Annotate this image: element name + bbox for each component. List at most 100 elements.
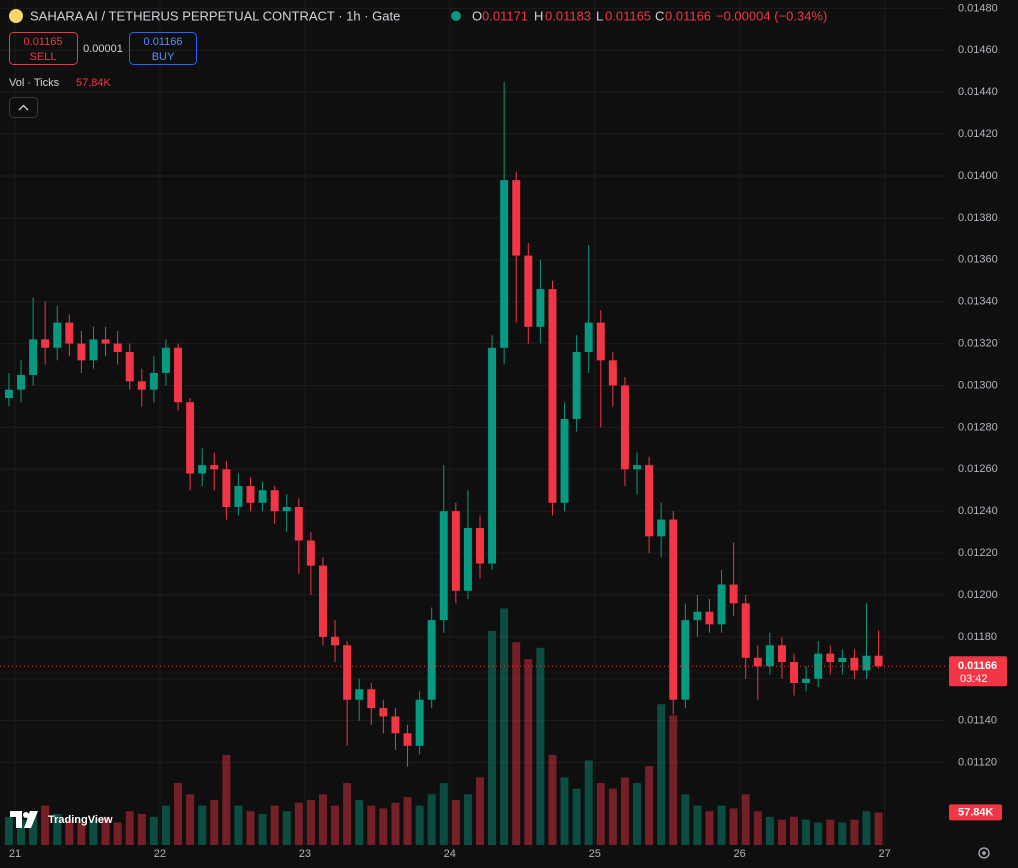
candle-body bbox=[198, 465, 207, 474]
candle-body bbox=[101, 339, 110, 344]
volume-bar bbox=[113, 822, 122, 845]
candle-body bbox=[282, 506, 291, 512]
candle-body bbox=[294, 506, 303, 541]
candle-body bbox=[560, 419, 569, 503]
y-tick-label: 0.01180 bbox=[958, 631, 997, 643]
logo bbox=[10, 811, 38, 828]
candle-body bbox=[53, 322, 62, 348]
y-tick-label: 0.01200 bbox=[958, 589, 998, 601]
candle-body bbox=[391, 716, 400, 734]
volume-bar bbox=[391, 802, 400, 845]
volume-bar bbox=[403, 797, 412, 845]
settings-icon-center bbox=[982, 851, 986, 855]
y-tick-label: 0.01120 bbox=[958, 756, 997, 768]
volume-bar bbox=[802, 819, 811, 845]
buy-label: BUY bbox=[152, 51, 175, 63]
volume-bar bbox=[439, 783, 448, 845]
volume-bar bbox=[17, 819, 26, 845]
candle-body bbox=[826, 653, 835, 663]
candle-body bbox=[17, 375, 26, 390]
volume-bar bbox=[790, 816, 799, 845]
ohlc-value: 0.01171 bbox=[482, 8, 528, 23]
x-tick-label: 24 bbox=[444, 848, 456, 860]
volume-bar bbox=[693, 805, 702, 845]
candle-body bbox=[693, 611, 702, 621]
candle-body bbox=[415, 699, 424, 746]
candle-body bbox=[149, 372, 158, 390]
y-tick-label: 0.01220 bbox=[958, 547, 998, 559]
volume-bar bbox=[29, 811, 38, 845]
sell-button[interactable] bbox=[9, 32, 78, 65]
candle-body bbox=[451, 511, 460, 591]
y-tick-label: 0.01140 bbox=[958, 715, 997, 727]
candle-body bbox=[89, 339, 98, 361]
candle-body bbox=[258, 490, 267, 503]
candle-body bbox=[427, 620, 436, 700]
candle-body bbox=[65, 322, 74, 344]
volume-bar bbox=[198, 805, 207, 845]
candle-body bbox=[681, 620, 690, 700]
candle-body bbox=[4, 389, 13, 399]
volume-bar bbox=[161, 805, 170, 845]
volume-bar bbox=[524, 659, 533, 845]
volume-title[interactable]: Vol · Ticks bbox=[9, 77, 60, 89]
candle-body bbox=[765, 645, 774, 667]
countdown: 03:42 bbox=[960, 673, 988, 685]
candle-body bbox=[608, 360, 617, 386]
x-tick-label: 26 bbox=[734, 848, 746, 860]
settings-icon[interactable] bbox=[978, 847, 990, 859]
volume-bar bbox=[814, 822, 823, 845]
volume-bar bbox=[874, 812, 883, 845]
candle-body bbox=[705, 611, 714, 625]
sell-label: SELL bbox=[30, 51, 57, 63]
candle-body bbox=[318, 565, 327, 637]
ohlc-value: 0.01165 bbox=[605, 8, 651, 23]
volume-last-label: 57.84K bbox=[958, 806, 994, 818]
collapse-icon bbox=[18, 104, 29, 111]
ohlc-letter: O bbox=[472, 8, 482, 23]
x-tick-label: 27 bbox=[878, 848, 890, 860]
overlay: SAHARA AI / TETHERUS PERPETUAL CONTRACT … bbox=[0, 2, 1007, 860]
volume-label-box bbox=[949, 804, 1002, 821]
volume-bar bbox=[282, 811, 291, 845]
y-tick-label: 0.01280 bbox=[958, 421, 998, 433]
volume-bar bbox=[451, 799, 460, 845]
volume-bar bbox=[765, 816, 774, 845]
volume-bar bbox=[753, 811, 762, 845]
volume-bar bbox=[500, 608, 509, 845]
volume-bar bbox=[415, 805, 424, 845]
volume-bar bbox=[270, 805, 279, 845]
candle-body bbox=[403, 733, 412, 746]
volume-bar bbox=[572, 788, 581, 845]
candle-body bbox=[669, 519, 678, 700]
symbol-title[interactable]: SAHARA AI / TETHERUS PERPETUAL CONTRACT … bbox=[30, 8, 400, 23]
volume-bar bbox=[584, 760, 593, 845]
candle-body bbox=[536, 289, 545, 327]
candle-body bbox=[512, 180, 521, 256]
candle-body bbox=[572, 351, 581, 419]
volume-bar bbox=[41, 805, 50, 845]
candle-body bbox=[137, 381, 146, 390]
symbol-icon bbox=[9, 9, 23, 23]
market-status[interactable] bbox=[451, 11, 461, 21]
volume-bar bbox=[608, 788, 617, 845]
ohlc-letter: L bbox=[596, 8, 603, 23]
candle-body bbox=[584, 322, 593, 352]
y-tick-label: 0.01440 bbox=[958, 86, 998, 98]
volume-bar bbox=[318, 794, 327, 845]
ohlc-letter: C bbox=[655, 8, 664, 23]
volume-bar bbox=[210, 799, 219, 845]
candle-body bbox=[633, 465, 641, 470]
collapse-button[interactable] bbox=[9, 97, 38, 118]
volume-bar bbox=[355, 799, 364, 845]
buy-button[interactable] bbox=[129, 32, 197, 65]
volume-bar bbox=[149, 816, 158, 845]
candle-body bbox=[125, 351, 134, 382]
candle-body bbox=[777, 645, 786, 663]
volume-bar bbox=[476, 777, 484, 845]
y-tick-label: 0.01460 bbox=[958, 44, 998, 56]
volume-bar bbox=[512, 642, 521, 845]
volume-bar bbox=[463, 794, 472, 845]
grid bbox=[0, 0, 945, 845]
